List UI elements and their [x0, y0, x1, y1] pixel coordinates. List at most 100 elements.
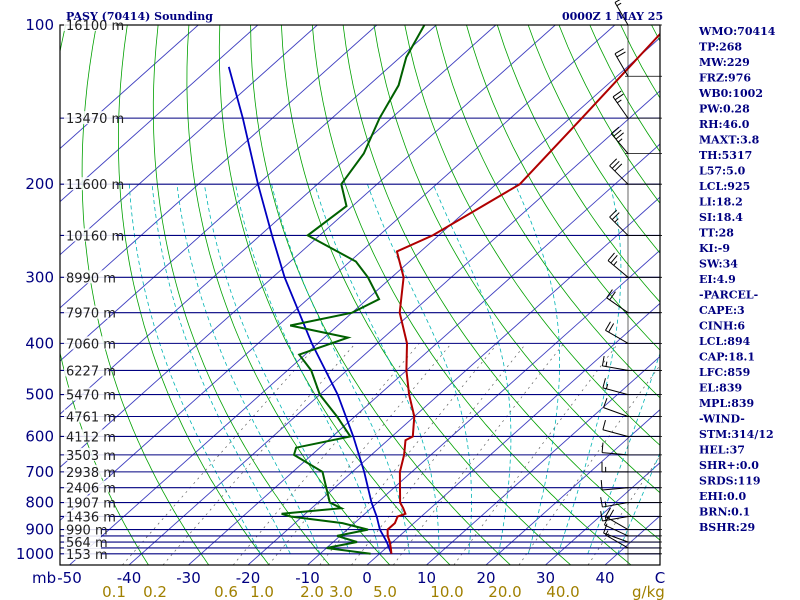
- isotherm-line: [60, 25, 259, 203]
- height-label: 7970 m: [66, 307, 116, 322]
- mixing-ratio-tick-label: 3.0: [329, 583, 353, 600]
- index-value: BSHR:29: [699, 521, 755, 534]
- mixing-ratio-tick-label: 0.1: [102, 583, 126, 600]
- index-value: LCL:925: [699, 180, 750, 193]
- temperature-tick-label: -30: [176, 569, 201, 587]
- index-value: WB0:1002: [698, 87, 763, 100]
- height-label: 7060 m: [66, 337, 116, 352]
- isotherm-line: [247, 196, 660, 565]
- isotherm-line: [545, 462, 660, 565]
- index-value: PW:0.28: [699, 103, 750, 116]
- height-label: 8990 m: [66, 271, 116, 286]
- dry-adiabat-line: [118, 25, 270, 565]
- mixing-ratio-unit-label: g/kg: [632, 583, 665, 600]
- isotherm-line: [366, 302, 660, 565]
- height-label: 4112 m: [66, 430, 116, 445]
- index-value: SW:34: [699, 258, 738, 271]
- mixing-ratio-line: [319, 343, 498, 565]
- pressure-tick-label: 500: [25, 386, 54, 404]
- sounding-time: 0000Z 1 MAY 25: [562, 10, 663, 23]
- isotherm-line: [60, 25, 437, 362]
- height-label: 11600 m: [66, 178, 124, 193]
- index-value: STM:314/12: [699, 428, 774, 441]
- wind-barb: [605, 507, 662, 531]
- moist-adiabat-line: [235, 184, 380, 554]
- dry-adiabat-line: [342, 25, 660, 541]
- temperature-tick-label: 10: [417, 569, 436, 587]
- station-title: PASY (70414) Sounding: [66, 10, 213, 23]
- wind-barb: [601, 355, 662, 371]
- wind-barb: [614, 48, 662, 77]
- index-value: CAPE:3: [699, 304, 745, 317]
- moist-adiabat-line: [151, 184, 291, 554]
- height-label: 6227 m: [66, 364, 116, 379]
- pressure-tick-label: 700: [25, 463, 54, 481]
- pressure-tick-label: 900: [25, 521, 54, 539]
- dry-adiabat-line: [466, 25, 660, 351]
- pressure-tick-label: 100: [25, 16, 54, 34]
- isotherm-line: [60, 25, 378, 309]
- dry-adiabat-line: [250, 25, 511, 565]
- stability-indices: WMO:70414 TP:268 MW:229 FRZ:976 WB0:1002 PW:0…: [698, 25, 776, 534]
- height-label: 990 m: [66, 524, 108, 539]
- temperature-tick-label: -40: [117, 569, 142, 587]
- mixing-ratio-tick-label: 40.0: [546, 583, 579, 600]
- mixing-ratio-tick-label: 1.0: [250, 583, 274, 600]
- index-value: MPL:839: [699, 397, 754, 410]
- dry-adiabat-line: [81, 25, 210, 565]
- wind-barb: [609, 209, 662, 236]
- temperature-unit-label: C: [655, 569, 665, 587]
- height-label: 1436 m: [66, 510, 116, 525]
- pressure-tick-label: 300: [25, 268, 54, 286]
- height-label: 5470 m: [66, 389, 116, 404]
- wind-barb: [601, 442, 662, 456]
- wind-barb: [603, 398, 662, 417]
- isotherm-line: [69, 37, 660, 565]
- mixing-ratio-tick-label: 5.0: [373, 583, 397, 600]
- temperature-tick-label: 20: [476, 569, 495, 587]
- index-value: SI:18.4: [699, 211, 743, 224]
- pressure-tick-label: 800: [25, 494, 54, 512]
- isotherm-line: [60, 25, 616, 521]
- mixing-ratio-tick-label: 0.2: [143, 583, 167, 600]
- index-value: MAXT:3.8: [699, 134, 760, 147]
- index-value: WMO:70414: [698, 25, 776, 38]
- pressure-tick-label: 200: [25, 175, 54, 193]
- index-value: -PARCEL-: [699, 289, 758, 302]
- dry-adiabat-line: [311, 25, 632, 565]
- height-label: 3503 m: [66, 449, 116, 464]
- height-label: 2938 m: [66, 466, 116, 481]
- isotherm-line: [60, 25, 556, 468]
- wind-barb: [600, 479, 662, 491]
- wind-barb: [600, 497, 662, 508]
- height-label: 2406 m: [66, 482, 116, 497]
- mixing-ratio-line: [122, 343, 319, 565]
- index-value: LI:18.2: [699, 196, 743, 209]
- isotherm-line: [128, 90, 660, 565]
- index-value: EI:4.9: [699, 273, 736, 286]
- index-value: SRDS:119: [699, 475, 761, 488]
- isotherm-line: [426, 355, 660, 565]
- dry-adiabat-line: [496, 25, 660, 303]
- height-label: 4761 m: [66, 411, 116, 426]
- pressure-tick-label: 1000: [16, 545, 54, 563]
- mixing-ratio-line: [232, 343, 420, 565]
- index-value: EL:839: [699, 382, 742, 395]
- index-value: KI:-9: [699, 242, 730, 255]
- background-grid: [60, 25, 660, 565]
- mixing-ratio-line: [268, 343, 452, 565]
- wind-barbs: [600, 0, 662, 565]
- moist-adiabat-line: [617, 452, 660, 554]
- index-value: EHI:0.0: [699, 490, 746, 503]
- index-value: L57:5.0: [699, 165, 746, 178]
- parcel-curve: [227, 66, 393, 555]
- wind-barb: [600, 511, 662, 522]
- wind-barb: [609, 158, 662, 185]
- mixing-ratio-tick-label: 20.0: [488, 583, 521, 600]
- index-value: BRN:0.1: [699, 506, 750, 519]
- dry-adiabat-line: [218, 25, 451, 565]
- temperature-tick-label: -50: [57, 569, 82, 587]
